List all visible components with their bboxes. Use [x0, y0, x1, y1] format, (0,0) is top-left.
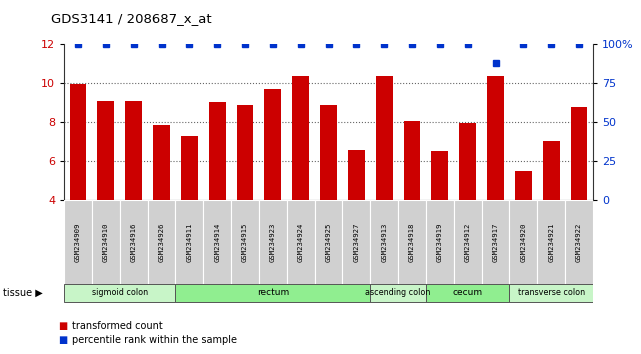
Text: GSM234911: GSM234911 — [187, 223, 192, 262]
Bar — [487, 76, 504, 200]
Text: GSM234920: GSM234920 — [520, 223, 526, 262]
Bar — [120, 200, 147, 285]
Text: ■: ■ — [58, 321, 67, 331]
Bar — [370, 200, 398, 285]
Bar — [126, 101, 142, 200]
Bar — [426, 200, 454, 285]
Text: GSM234909: GSM234909 — [75, 223, 81, 262]
Bar — [265, 88, 281, 200]
Bar — [376, 76, 392, 200]
Text: transformed count: transformed count — [72, 321, 163, 331]
Bar — [70, 84, 87, 200]
Bar — [537, 200, 565, 285]
Text: GSM234917: GSM234917 — [492, 223, 499, 262]
Bar — [404, 121, 420, 200]
Text: GSM234926: GSM234926 — [158, 223, 165, 262]
Text: sigmoid colon: sigmoid colon — [92, 289, 148, 297]
Text: GSM234914: GSM234914 — [214, 223, 220, 262]
Bar — [348, 150, 365, 200]
Text: GSM234915: GSM234915 — [242, 223, 248, 262]
Text: GSM234923: GSM234923 — [270, 223, 276, 262]
Text: ascending colon: ascending colon — [365, 289, 431, 297]
Text: GSM234916: GSM234916 — [131, 223, 137, 262]
Text: GSM234913: GSM234913 — [381, 223, 387, 262]
Bar — [92, 200, 120, 285]
Bar — [565, 200, 593, 285]
Bar — [64, 284, 176, 302]
Bar — [209, 102, 226, 200]
Text: GSM234922: GSM234922 — [576, 223, 582, 262]
Bar — [515, 171, 531, 200]
Bar — [543, 141, 560, 200]
Bar — [370, 284, 426, 302]
Text: ■: ■ — [58, 335, 67, 345]
Bar — [64, 200, 92, 285]
Bar — [454, 200, 481, 285]
Text: GDS3141 / 208687_x_at: GDS3141 / 208687_x_at — [51, 12, 212, 25]
Text: GSM234910: GSM234910 — [103, 223, 109, 262]
Text: cecum: cecum — [453, 289, 483, 297]
Bar — [460, 123, 476, 200]
Text: GSM234924: GSM234924 — [297, 223, 304, 262]
Text: GSM234919: GSM234919 — [437, 223, 443, 262]
Bar — [287, 200, 315, 285]
Bar — [320, 105, 337, 200]
Bar — [176, 284, 370, 302]
Text: GSM234927: GSM234927 — [353, 223, 360, 262]
Text: GSM234918: GSM234918 — [409, 223, 415, 262]
Bar — [147, 200, 176, 285]
Bar — [398, 200, 426, 285]
Text: GSM234921: GSM234921 — [548, 223, 554, 262]
Bar — [176, 200, 203, 285]
Bar — [481, 200, 510, 285]
Bar — [153, 125, 170, 200]
Bar — [259, 200, 287, 285]
Bar — [181, 136, 197, 200]
Text: rectum: rectum — [257, 289, 289, 297]
Bar — [570, 107, 587, 200]
Bar — [431, 151, 448, 200]
Text: transverse colon: transverse colon — [518, 289, 585, 297]
Bar — [315, 200, 342, 285]
Bar — [237, 105, 253, 200]
Bar — [97, 101, 114, 200]
Bar — [426, 284, 510, 302]
Text: GSM234912: GSM234912 — [465, 223, 470, 262]
Bar — [342, 200, 370, 285]
Bar — [203, 200, 231, 285]
Text: GSM234925: GSM234925 — [326, 223, 331, 262]
Text: percentile rank within the sample: percentile rank within the sample — [72, 335, 237, 345]
Text: tissue ▶: tissue ▶ — [3, 288, 43, 298]
Bar — [510, 200, 537, 285]
Bar — [231, 200, 259, 285]
Bar — [292, 76, 309, 200]
Bar — [510, 284, 593, 302]
